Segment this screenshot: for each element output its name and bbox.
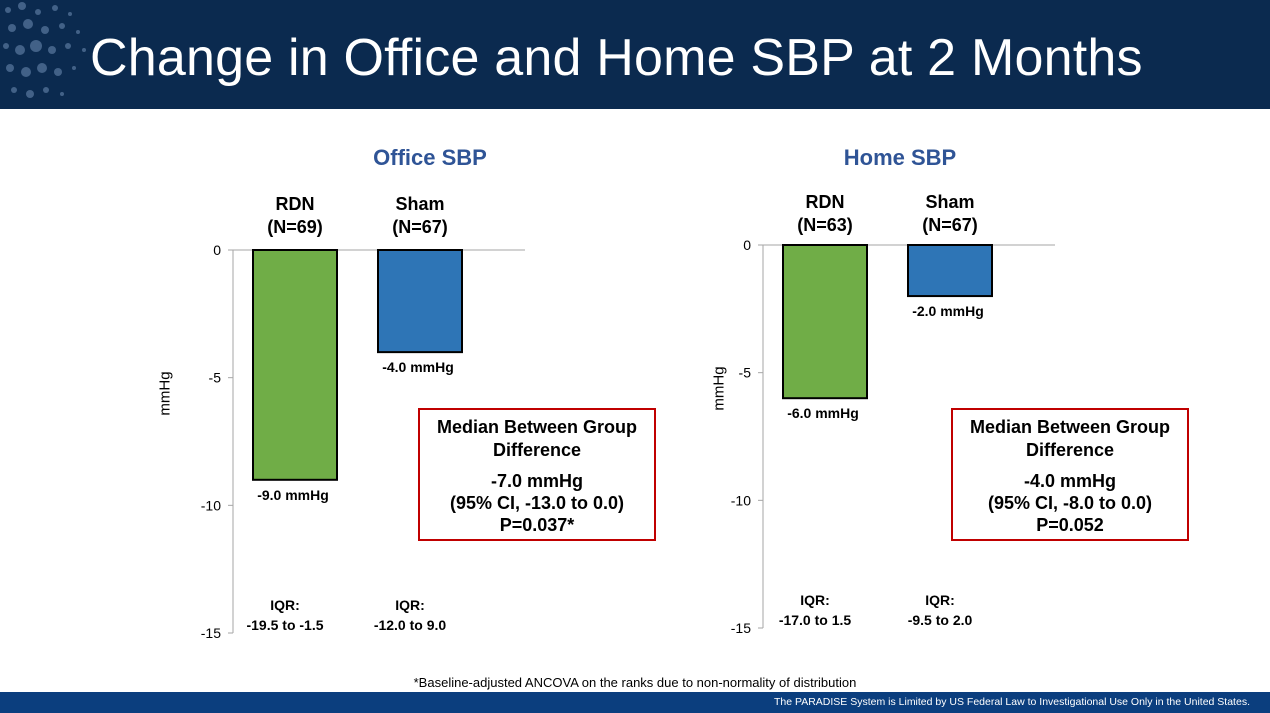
iqr-title: IQR: xyxy=(925,592,955,608)
bar-value-label: -2.0 mmHg xyxy=(912,303,984,319)
y-tick-label: -10 xyxy=(731,492,751,508)
y-tick-label: -10 xyxy=(201,497,221,513)
chart-title: Office SBP xyxy=(373,145,487,170)
slide-title: Change in Office and Home SBP at 2 Month… xyxy=(90,29,1143,87)
y-tick-label: -15 xyxy=(201,625,221,641)
iqr-range: -9.5 to 2.0 xyxy=(908,612,973,628)
footer-disclaimer: The PARADISE System is Limited by US Fed… xyxy=(773,696,1250,708)
iqr-title: IQR: xyxy=(270,597,300,613)
difference-value: -7.0 mmHg xyxy=(490,471,584,491)
difference-ci: (95% CI, -13.0 to 0.0) xyxy=(449,493,625,513)
chart-title: Home SBP xyxy=(843,145,957,170)
iqr-range: -17.0 to 1.5 xyxy=(779,612,852,628)
home-sbp-chart: Home SBP mmHg 0 -5 -10 -15 RDN (N=63) -6.0 mmH… xyxy=(680,130,1240,680)
group-name-label: Sham xyxy=(925,192,974,212)
group-n-label: (N=67) xyxy=(922,215,978,235)
office-sbp-chart: Office SBP mmHg 0 -5 -10 -15 RDN (N=69) -9.0 m… xyxy=(150,130,710,680)
slide-footer: The PARADISE System is Limited by US Fed… xyxy=(0,692,1270,713)
bar-value-label: -6.0 mmHg xyxy=(787,405,859,421)
difference-value: -4.0 mmHg xyxy=(1023,471,1117,491)
group-n-label: (N=69) xyxy=(267,217,323,237)
bar-sham xyxy=(377,249,463,354)
bar-value-label: -4.0 mmHg xyxy=(382,359,454,375)
bar-value-label: -9.0 mmHg xyxy=(257,487,329,503)
iqr-title: IQR: xyxy=(395,597,425,613)
home-sbp-plot: 0 -5 -10 -15 RDN (N=63) -6.0 mmHg IQR: -17.0 to … xyxy=(731,192,1055,636)
y-tick-label: 0 xyxy=(743,237,751,253)
group-n-label: (N=63) xyxy=(797,215,853,235)
dot-pattern-decoration xyxy=(3,2,86,98)
between-group-difference-box: Median Between Group Difference -4.0 mmH… xyxy=(951,408,1189,541)
bar-sham xyxy=(907,244,993,298)
iqr-title: IQR: xyxy=(800,592,830,608)
iqr-range: -19.5 to -1.5 xyxy=(246,617,323,633)
footnote: *Baseline-adjusted ANCOVA on the ranks d… xyxy=(413,675,857,690)
group-name-label: RDN xyxy=(276,194,315,214)
group-n-label: (N=67) xyxy=(392,217,448,237)
group-name-label: RDN xyxy=(806,192,845,212)
office-sbp-plot: 0 -5 -10 -15 RDN (N=69) -9.0 mmHg IQR: -19.5 to … xyxy=(201,194,525,641)
y-tick-label: 0 xyxy=(213,242,221,258)
y-tick-label: -5 xyxy=(739,365,752,381)
difference-ci: (95% CI, -8.0 to 0.0) xyxy=(987,493,1153,513)
between-group-difference-box: Median Between Group Difference -7.0 mmH… xyxy=(418,408,656,541)
difference-p-value: P=0.037* xyxy=(499,515,575,535)
slide-header: Change in Office and Home SBP at 2 Month… xyxy=(0,0,1270,109)
y-tick-label: -5 xyxy=(209,370,222,386)
y-tick-label: -15 xyxy=(731,620,751,636)
bar-rdn xyxy=(782,244,868,400)
group-name-label: Sham xyxy=(395,194,444,214)
bar-rdn xyxy=(252,249,338,481)
difference-p-value: P=0.052 xyxy=(1036,515,1104,535)
iqr-range: -12.0 to 9.0 xyxy=(374,617,447,633)
difference-title: Median Between Group Difference xyxy=(969,417,1171,460)
difference-title: Median Between Group Difference xyxy=(436,417,638,460)
